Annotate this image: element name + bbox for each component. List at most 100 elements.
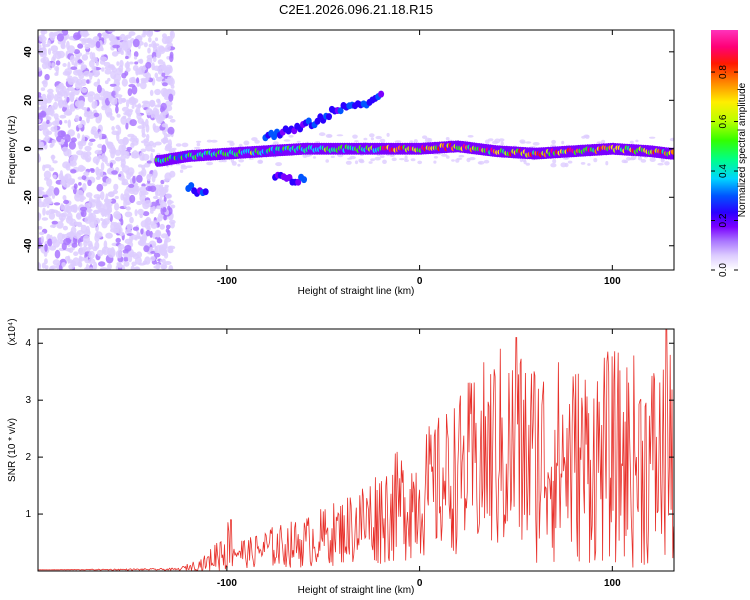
spectrogram-noise-cell <box>44 134 50 143</box>
spectrogram-scatter-cell <box>404 155 408 161</box>
spectrogram-noise-cell <box>108 94 112 102</box>
spectrogram-noise-cell <box>163 252 169 259</box>
spectrogram-noise-cell <box>71 178 75 184</box>
spectrogram-noise-cell <box>80 65 86 70</box>
spectrogram-scatter-cell <box>455 158 460 163</box>
spectrogram-noise-cell <box>161 63 167 72</box>
spectrogram-noise-cell <box>88 250 95 259</box>
spectrogram-scatter-cell <box>635 139 639 143</box>
spectrogram-noise-cell <box>69 104 74 110</box>
spectrogram-noise-cell <box>38 197 42 203</box>
spectrogram-noise-cell <box>161 82 168 87</box>
spectrogram-noise-cell <box>79 166 86 171</box>
spectrogram-noise-cell <box>67 75 73 79</box>
spectrogram-noise-cell <box>152 123 156 131</box>
spectrogram-noise-cell <box>138 67 142 75</box>
spectrogram-noise-cell <box>51 193 56 199</box>
spectrogram-noise-cell <box>136 77 140 84</box>
spectrogram-noise-cell <box>38 67 42 72</box>
spectrogram-noise-cell <box>121 72 127 79</box>
spectrogram-noise-cell <box>146 160 152 164</box>
spectrogram-noise-cell <box>168 93 174 102</box>
spectrogram-noise-cell <box>112 44 120 49</box>
spectrogram-noise-cell <box>96 84 102 94</box>
spectrogram-noise-cell <box>168 265 174 270</box>
spectrogram-noise-cell <box>46 94 52 100</box>
spectrogram-noise-cell <box>41 262 46 269</box>
spectrogram-noise-cell <box>44 258 48 265</box>
spectrogram-scatter-cell <box>368 161 373 164</box>
spectrogram-axes: -100 0 100 40 20 0 -20 -40 <box>23 30 674 287</box>
spectrogram-noise-cell <box>160 188 167 196</box>
spectrogram-noise-cell <box>42 128 50 136</box>
spectrogram-noise-cell <box>107 191 115 197</box>
spectrogram-noise-cell <box>159 223 165 230</box>
spectrogram-noise-cell <box>86 207 92 214</box>
snr-plot-area <box>38 329 674 571</box>
spectrogram-noise-cell <box>114 202 120 211</box>
spectrogram-scatter-cell <box>417 160 423 165</box>
spectrogram-noise-cell <box>145 61 152 69</box>
spectrogram-noise-cell <box>152 232 156 239</box>
spectrogram-noise-cell <box>122 136 130 145</box>
spectrogram-noise-cell <box>79 197 84 202</box>
spectrogram-scatter-cell <box>283 139 291 142</box>
spectrogram-x-tick-label: 0 <box>417 276 423 287</box>
spectrogram-noise-cell <box>44 73 50 81</box>
spectrogram-scatter-cell <box>657 162 664 166</box>
spectrogram-noise-cell <box>59 114 67 119</box>
spectrogram-scatter-cell <box>181 142 189 148</box>
spectrogram-noise-cell <box>152 56 157 63</box>
spectrogram-noise-cell <box>93 209 99 214</box>
spectrogram-noise-cell <box>154 112 159 117</box>
spectrogram-noise-cell <box>156 205 162 210</box>
spectrogram-noise-cell <box>40 103 48 110</box>
spectrogram-noise-cell <box>62 195 67 201</box>
spectrogram-noise-cell <box>87 94 94 103</box>
spectrogram-noise-cell <box>47 48 52 55</box>
spectrogram-scatter-cell <box>649 136 656 139</box>
spectrogram-noise-cell <box>141 168 147 177</box>
spectrogram-noise-cell <box>155 76 163 82</box>
spectrogram-noise-cell <box>165 44 171 51</box>
spectrogram-noise-cell <box>76 222 80 226</box>
spectrogram-noise-cell <box>131 105 135 109</box>
spectrogram-scatter-cell <box>601 139 606 144</box>
spectrogram-noise-cell <box>94 72 101 76</box>
spectrogram-noise-cell <box>167 205 171 211</box>
spectrogram-scatter-cell <box>237 163 241 167</box>
spectrogram-scatter-cell <box>441 153 448 157</box>
spectrogram-scatter-cell <box>567 160 573 164</box>
spectrogram-noise-cell <box>38 44 42 49</box>
spectrogram-noise-cell <box>86 116 90 124</box>
spectrogram-scatter-cell <box>391 157 397 162</box>
spectrogram-band-core <box>670 149 674 155</box>
spectrogram-noise-cell <box>154 37 159 42</box>
spectrogram-noise-cell <box>46 188 53 197</box>
spectrogram-noise-cell <box>80 209 87 218</box>
spectrogram-noise-cell <box>49 224 57 228</box>
spectrogram-noise-cell <box>107 77 111 82</box>
spectrogram-scatter-cell <box>404 159 409 163</box>
spectrogram-noise-cell <box>123 256 129 263</box>
spectrogram-noise-cell <box>66 40 70 50</box>
snr-y-tick-label: 3 <box>25 395 31 406</box>
spectrogram-scatter-cell <box>172 147 177 151</box>
spectrogram-scatter-cell <box>386 132 390 137</box>
spectrogram-marks <box>38 30 674 270</box>
spectrogram-noise-cell <box>43 164 52 169</box>
spectrogram-noise-cell <box>49 143 54 148</box>
spectrogram-noise-cell <box>124 244 132 252</box>
spectrogram-noise-cell <box>140 228 144 235</box>
spectrogram-scatter-cell <box>580 162 586 165</box>
spectrogram-noise-cell <box>127 113 131 118</box>
spectrogram-noise-cell <box>109 162 113 169</box>
spectrogram-noise-cell <box>105 177 112 185</box>
spectrogram-noise-cell <box>88 39 96 48</box>
snr-x-label: Height of straight line (km) <box>298 585 415 596</box>
spectrogram-noise-cell <box>126 223 133 230</box>
spectrogram-noise-cell <box>116 113 121 118</box>
spectrogram-noise-cell <box>153 252 161 258</box>
spectrogram-noise-cell <box>111 125 115 131</box>
spectrogram-noise-cell <box>101 98 106 106</box>
